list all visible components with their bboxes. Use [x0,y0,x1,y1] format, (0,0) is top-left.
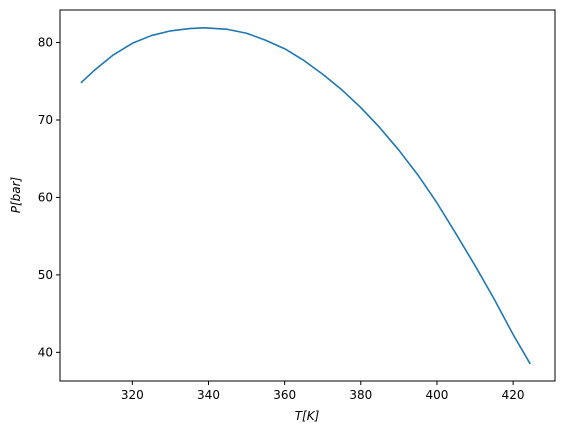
y-axis-label: P[bar] [9,176,23,213]
y-tick-label: 40 [38,345,53,359]
y-tick-label: 80 [38,36,53,50]
axes-frame [59,9,556,382]
ticks: 320 340 360 380 400 420 40 50 60 70 80 [38,36,525,402]
x-tick-label: 400 [426,388,449,402]
x-axis-label: T[K] [295,409,320,423]
y-tick-label: 50 [38,268,53,282]
x-tick-label: 340 [197,388,220,402]
y-tick-label: 70 [38,113,53,127]
series-line-1 [80,27,531,365]
x-tick-label: 360 [273,388,296,402]
y-tick-label: 60 [38,190,53,204]
x-tick-label: 320 [121,388,144,402]
x-tick-label: 420 [502,388,525,402]
x-tick-label: 380 [349,388,372,402]
plot-area [80,27,531,365]
